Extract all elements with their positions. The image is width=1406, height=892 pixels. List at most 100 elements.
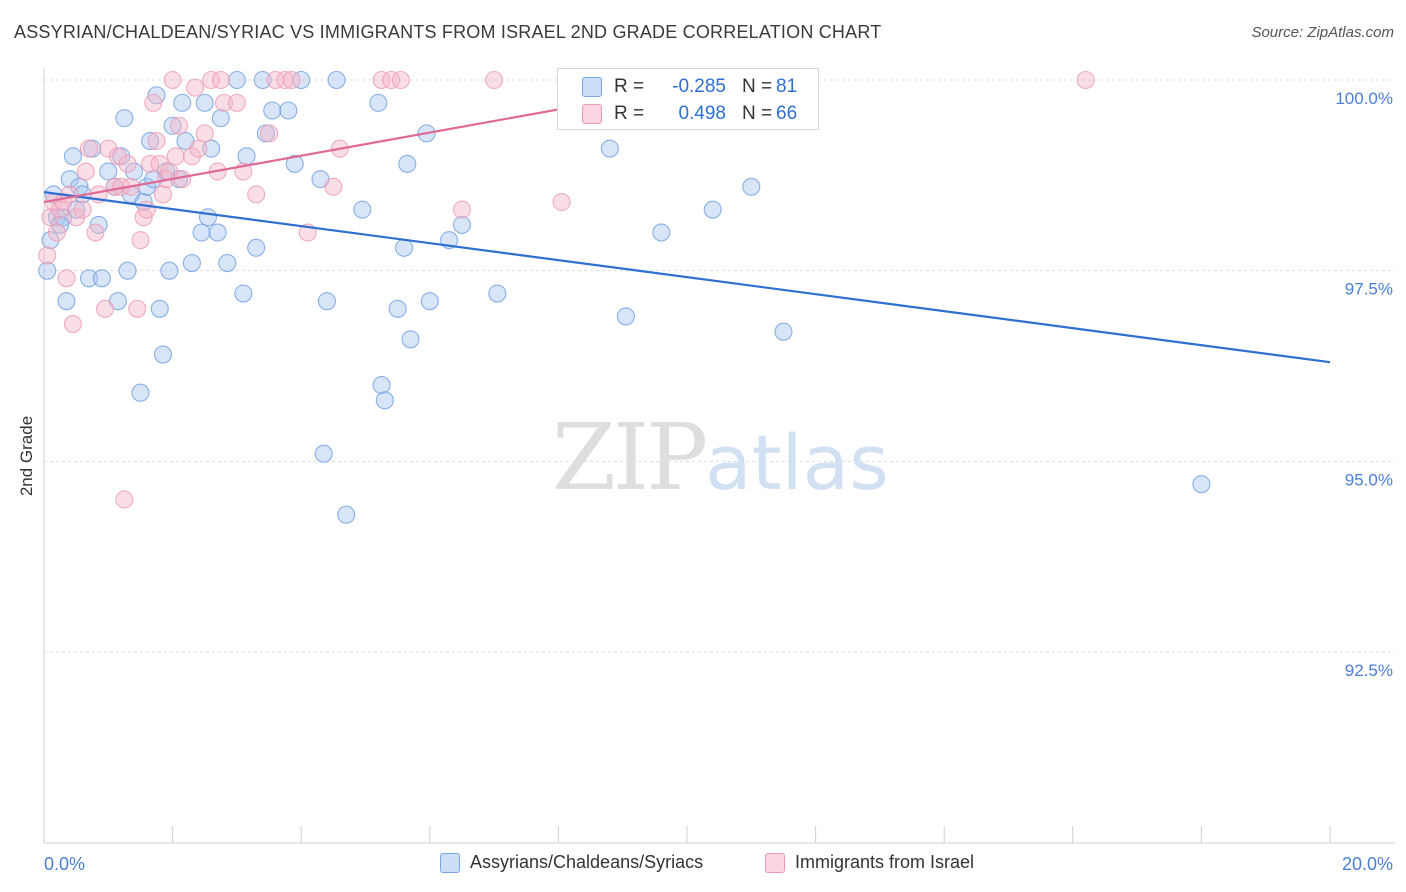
point-assyrians [327, 70, 346, 90]
point-assyrians [131, 383, 150, 402]
point-assyrians [375, 391, 394, 410]
point-assyrians [234, 284, 253, 303]
point-assyrians [99, 162, 118, 181]
point-assyrians [253, 70, 272, 90]
point-israel [186, 78, 205, 97]
legend-swatch-pink [765, 852, 785, 873]
point-israel [150, 154, 169, 173]
legend-swatch-blue [440, 852, 460, 873]
point-israel [485, 70, 504, 90]
point-assyrians [202, 139, 221, 158]
point-assyrians [285, 154, 304, 173]
point-israel [144, 93, 163, 112]
point-assyrians [652, 223, 671, 242]
point-assyrians [192, 223, 211, 242]
point-israel [1076, 70, 1095, 90]
point-assyrians [41, 231, 60, 250]
point-israel [372, 70, 391, 90]
point-assyrians [247, 238, 266, 257]
x-tick-label: 0.0% [44, 854, 85, 874]
point-assyrians [600, 139, 619, 158]
r-value: -0.285 [672, 76, 726, 97]
point-assyrians [401, 330, 420, 349]
point-assyrians [774, 322, 793, 341]
axis-layer [43, 68, 1395, 844]
point-assyrians [314, 444, 333, 463]
legend-item-israel[interactable]: Immigrants from Israel [765, 852, 974, 873]
y-axis-label: 2nd Grade [17, 416, 36, 496]
point-israel [189, 139, 208, 158]
point-assyrians [317, 292, 336, 311]
point-israel [195, 124, 214, 143]
point-israel [79, 139, 99, 158]
point-assyrians [452, 215, 472, 234]
point-israel [452, 200, 472, 219]
point-assyrians [292, 70, 311, 90]
point-assyrians [118, 261, 137, 280]
point-israel [131, 231, 150, 250]
point-assyrians [79, 269, 99, 288]
stats-row-israel: R = 0.498 N = 66 [582, 102, 816, 126]
point-israel [552, 192, 571, 212]
point-israel [259, 124, 279, 143]
point-israel [73, 200, 92, 219]
point-assyrians [395, 238, 414, 257]
point-assyrians [218, 253, 237, 273]
point-israel [227, 93, 246, 112]
point-israel [147, 131, 166, 151]
point-assyrians [208, 223, 227, 242]
point-israel [141, 154, 160, 173]
point-assyrians [211, 109, 230, 128]
point-assyrians [337, 505, 356, 524]
point-israel [96, 299, 115, 318]
point-israel [108, 147, 127, 166]
point-israel [214, 93, 234, 112]
point-israel [266, 70, 285, 90]
points-layer [38, 70, 1211, 524]
point-israel [128, 299, 147, 318]
point-israel [163, 70, 182, 90]
point-israel [382, 70, 401, 90]
point-assyrians [353, 200, 372, 219]
point-assyrians [57, 292, 76, 311]
point-assyrians [124, 162, 144, 181]
stats-swatch-pink [582, 104, 602, 124]
point-israel [153, 185, 173, 204]
chart-title: ASSYRIAN/CHALDEAN/SYRIAC VS IMMIGRANTS F… [14, 22, 882, 42]
point-israel [182, 147, 201, 166]
point-israel [202, 70, 221, 90]
n-label: N = [742, 76, 773, 97]
point-assyrians [703, 200, 722, 219]
point-assyrians [488, 284, 507, 303]
legend-label: Immigrants from Israel [795, 852, 975, 872]
point-assyrians [163, 116, 182, 135]
point-assyrians [63, 147, 82, 166]
point-assyrians [369, 93, 388, 112]
point-israel [137, 200, 156, 219]
point-assyrians [150, 299, 169, 318]
point-assyrians [279, 101, 298, 120]
point-assyrians [195, 93, 214, 112]
point-assyrians [420, 292, 439, 311]
r-value: 0.498 [678, 103, 726, 124]
r-label: R = [614, 76, 645, 97]
point-israel [67, 208, 86, 227]
y-tick-label: 92.5% [1345, 661, 1393, 680]
point-israel [118, 154, 137, 173]
point-assyrians [141, 131, 160, 151]
legend-item-assyrians[interactable]: Assyrians/Chaldeans/Syriacs [440, 852, 703, 873]
label-layer: 100.0% 97.5% 95.0% 92.5% 0.0% 20.0% 2nd Grade [17, 89, 1393, 874]
point-assyrians [388, 299, 407, 318]
point-assyrians [227, 70, 246, 90]
point-israel [391, 70, 410, 90]
y-tick-label: 97.5% [1345, 280, 1393, 299]
point-assyrians [237, 147, 256, 166]
point-israel [276, 70, 295, 90]
point-assyrians [38, 261, 57, 280]
y-tick-label: 100.0% [1335, 89, 1393, 108]
point-assyrians [742, 177, 761, 196]
x-tick-label: 20.0% [1342, 854, 1393, 874]
point-israel [247, 185, 266, 204]
point-assyrians [198, 208, 218, 227]
